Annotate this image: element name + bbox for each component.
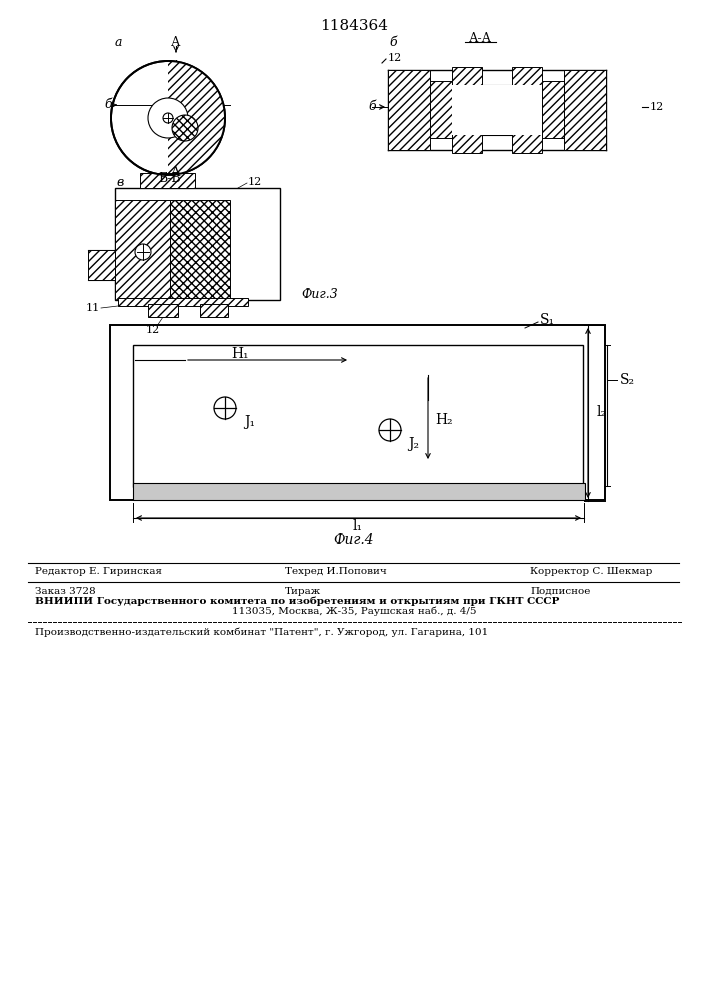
Bar [170,200,230,300]
Text: Подписное: Подписное [530,586,590,595]
Text: б: б [389,35,397,48]
Text: S₂: S₂ [620,373,635,387]
Bar [564,70,606,150]
Bar [88,250,115,280]
Text: 12: 12 [388,53,402,63]
Text: Корректор С. Шекмар: Корректор С. Шекмар [530,568,653,576]
Text: Фиг.4: Фиг.4 [334,533,374,547]
Text: H₂: H₂ [435,413,452,427]
Text: ВНИИПИ Государственного комитета по изобретениям и открытиям при ГКНТ СССР: ВНИИПИ Государственного комитета по изоб… [35,596,559,606]
Text: 12: 12 [248,177,262,187]
Text: в: в [117,176,124,188]
Wedge shape [168,61,225,175]
Circle shape [163,113,173,123]
Text: Тираж: Тираж [285,586,321,595]
Bar [430,81,452,138]
Bar [118,298,248,306]
Circle shape [172,115,198,141]
Text: б: б [104,99,112,111]
Text: J₁: J₁ [244,415,255,429]
Bar [452,85,542,135]
Text: Техред И.Попович: Техред И.Попович [285,568,387,576]
Bar [542,81,564,138]
Text: А: А [171,35,181,48]
Circle shape [148,98,188,138]
Text: а: а [115,35,122,48]
Circle shape [135,244,151,260]
Bar [452,67,482,100]
Circle shape [111,61,225,175]
Text: 12: 12 [650,102,665,112]
Bar [148,304,178,317]
Bar [512,67,542,100]
Text: 1184364: 1184364 [320,19,388,33]
Text: 12: 12 [146,325,160,335]
Bar [200,304,228,317]
Bar [133,483,585,500]
Bar [512,120,542,153]
Text: 113035, Москва, Ж-35, Раушская наб., д. 4/5: 113035, Москва, Ж-35, Раушская наб., д. … [232,606,477,616]
Text: S₁: S₁ [540,313,555,327]
Text: Б-Б: Б-Б [158,172,181,184]
Text: Заказ 3728: Заказ 3728 [35,586,95,595]
Text: 11: 11 [86,303,100,313]
Text: l₂: l₂ [597,405,607,419]
Text: А: А [171,165,181,178]
Text: Редактор Е. Гиринская: Редактор Е. Гиринская [35,568,162,576]
Bar [140,173,195,188]
Text: б: б [368,101,376,113]
Bar [115,200,170,300]
Text: J₂: J₂ [408,437,419,451]
Bar [452,120,482,153]
Bar [115,188,280,300]
Text: Фиг.3: Фиг.3 [302,288,339,300]
Bar [110,325,605,500]
Bar [388,70,430,150]
Text: Производственно-издательский комбинат "Патент", г. Ужгород, ул. Гагарина, 101: Производственно-издательский комбинат "П… [35,627,489,637]
Bar [133,345,583,487]
Text: H₁: H₁ [231,347,249,361]
Text: А-А: А-А [469,31,491,44]
Text: l₁: l₁ [353,519,363,533]
